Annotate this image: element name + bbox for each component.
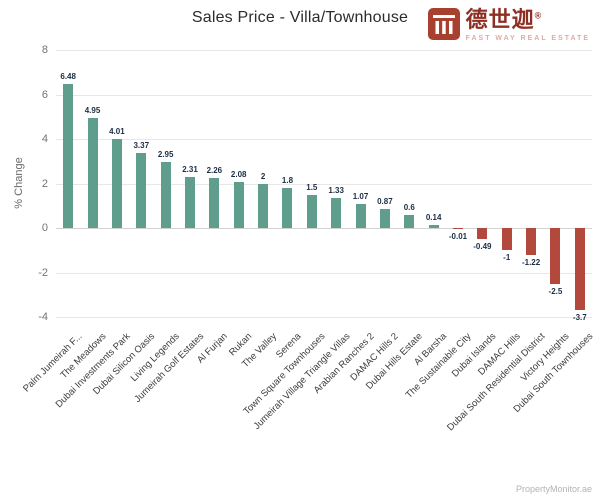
- gridline: [56, 317, 592, 318]
- bar-value-label: 3.37: [133, 141, 150, 151]
- bar[interactable]: [258, 183, 269, 228]
- bar-value-label: 1.8: [281, 175, 294, 185]
- gridline: [56, 183, 592, 185]
- logo-tagline: FAST WAY REAL ESTATE: [465, 35, 590, 43]
- y-axis-tick: 4: [41, 133, 48, 145]
- bar[interactable]: [404, 214, 415, 228]
- bar[interactable]: [136, 153, 147, 228]
- y-axis-title: % Change: [13, 157, 25, 209]
- bar-value-label: 6.48: [60, 71, 76, 81]
- y-axis-tick: -2: [38, 266, 48, 279]
- gridline: [56, 228, 592, 229]
- bar-value-label: -3.7: [572, 313, 587, 323]
- bar[interactable]: [111, 138, 122, 228]
- registered-mark: ®: [534, 10, 543, 21]
- bar-value-label: -0.01: [448, 232, 468, 241]
- bar[interactable]: [63, 83, 74, 228]
- watermark-propertymonitor: PropertyMonitor.ae: [515, 484, 592, 494]
- bar[interactable]: [331, 198, 342, 228]
- bar[interactable]: [306, 194, 317, 228]
- gridline: [56, 139, 592, 140]
- bar[interactable]: [233, 181, 244, 228]
- y-axis-tick: 6: [41, 88, 48, 101]
- y-axis-tick: -4: [38, 311, 48, 323]
- logo-mark-icon: [427, 8, 460, 45]
- bar-value-label: 2.95: [157, 150, 174, 160]
- y-axis-tick: 0: [41, 222, 48, 234]
- bar[interactable]: [185, 176, 195, 228]
- bar-value-label: 4.95: [84, 105, 101, 115]
- gridline: [56, 272, 592, 274]
- bar[interactable]: [574, 228, 585, 311]
- bar-value-label: 2.08: [230, 169, 247, 179]
- bar-value-label: 1.33: [328, 186, 344, 196]
- bar-value-label: -1.22: [521, 258, 541, 268]
- gridline: [56, 94, 592, 96]
- bar-value-label: -2.5: [548, 286, 563, 296]
- bar[interactable]: [160, 162, 171, 228]
- bar-value-label: 0.6: [403, 202, 415, 212]
- bar[interactable]: [501, 228, 512, 251]
- logo-name: 德世迦®: [465, 7, 543, 32]
- bar-value-label: 0.87: [377, 196, 393, 206]
- bar-value-label: -0.49: [473, 241, 492, 251]
- bar[interactable]: [209, 177, 220, 228]
- y-axis-tick: 2: [41, 177, 48, 190]
- gridline: [56, 50, 592, 51]
- bar[interactable]: [87, 117, 98, 228]
- bar[interactable]: [526, 228, 537, 256]
- chart-title: Sales Price - Villa/Townhouse: [191, 9, 409, 26]
- bar[interactable]: [282, 187, 293, 228]
- company-logo: 德世迦® FAST WAY REAL ESTATE: [427, 7, 590, 45]
- bar-value-label: 4.01: [109, 126, 125, 136]
- bar-value-label: -1: [503, 253, 511, 263]
- bar[interactable]: [453, 228, 463, 229]
- bar-value-label: 2: [260, 171, 266, 181]
- bar-value-label: 1.5: [306, 182, 318, 192]
- bar-value-label: 1.07: [352, 192, 369, 202]
- bar[interactable]: [428, 224, 439, 228]
- bar[interactable]: [477, 228, 488, 239]
- bar-value-label: 0.14: [425, 212, 442, 222]
- bar[interactable]: [379, 208, 390, 228]
- bar-value-label: 2.26: [206, 165, 223, 175]
- bar[interactable]: [355, 204, 366, 228]
- bar[interactable]: [550, 228, 561, 284]
- y-axis-tick: 8: [41, 44, 48, 56]
- bar-value-label: 2.31: [182, 164, 198, 174]
